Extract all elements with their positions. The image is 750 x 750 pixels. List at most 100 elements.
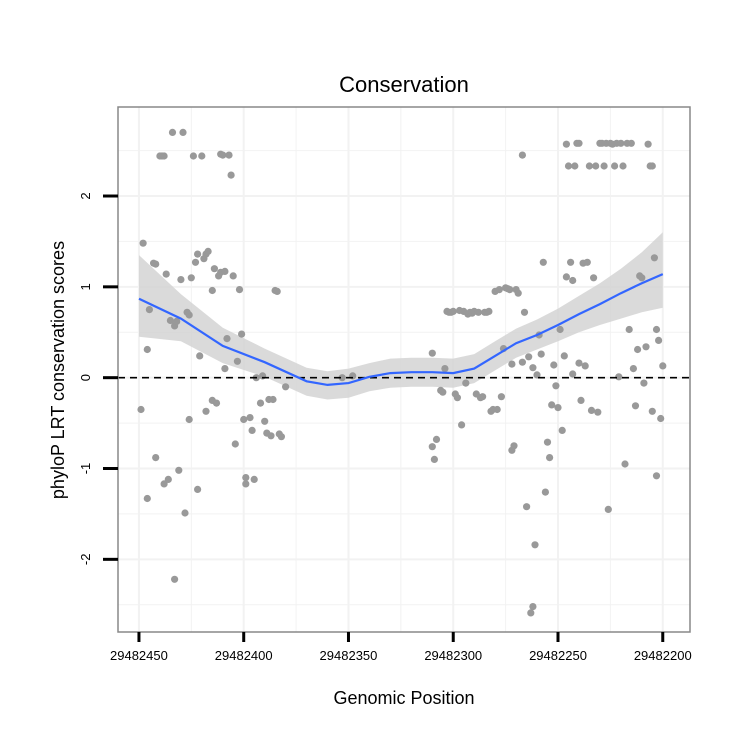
data-point [181, 509, 189, 517]
data-point [137, 405, 145, 414]
data-point [510, 442, 518, 450]
data-point [338, 374, 346, 382]
data-point [541, 488, 550, 496]
data-point [227, 171, 235, 179]
data-point [246, 414, 254, 422]
data-point [533, 371, 541, 379]
data-point [583, 258, 591, 266]
data-point [162, 270, 170, 278]
data-point [531, 541, 539, 549]
data-point [659, 362, 667, 370]
data-point [143, 345, 151, 354]
data-point [548, 401, 556, 409]
data-point [479, 393, 487, 401]
data-point [164, 475, 172, 483]
x-axis: 29482450 29482400 29482350 29482300 29482250… [110, 632, 692, 663]
data-point [650, 254, 659, 262]
data-point [231, 440, 239, 448]
data-point [575, 139, 583, 147]
data-point [160, 152, 168, 160]
data-point [562, 273, 571, 281]
data-point [625, 325, 633, 334]
data-point [194, 250, 202, 258]
x-tick-label: 29482400 [215, 648, 273, 663]
data-point [634, 345, 642, 354]
smooth-line-layer [138, 273, 664, 387]
data-point [152, 260, 160, 268]
data-point [523, 503, 531, 511]
data-point [552, 382, 560, 390]
data-point [571, 162, 579, 170]
data-point [642, 343, 650, 351]
data-point [441, 365, 449, 373]
data-point [485, 307, 493, 315]
data-point [546, 454, 554, 462]
data-point [208, 286, 216, 295]
data-point [550, 361, 558, 369]
data-point [449, 307, 457, 315]
data-point [179, 128, 187, 136]
data-point [617, 139, 625, 147]
confidence-ribbon-layer [139, 232, 663, 400]
data-point [587, 406, 596, 414]
data-point [525, 353, 533, 361]
data-point [240, 415, 248, 424]
data-point [152, 454, 160, 462]
data-point [196, 352, 204, 360]
data-point [556, 325, 564, 334]
data-point [185, 311, 193, 319]
x-tick-label: 29482350 [320, 648, 378, 663]
data-point [529, 364, 537, 372]
y-axis: -2 -1 0 1 2 [78, 192, 118, 565]
data-point [145, 306, 153, 314]
data-point [506, 286, 514, 294]
y-tick-label: 2 [78, 192, 93, 199]
data-point [166, 316, 174, 325]
data-point [652, 325, 661, 334]
y-tick-label: 1 [78, 283, 93, 290]
data-point [277, 433, 285, 441]
data-point [621, 460, 629, 468]
data-point [508, 360, 516, 368]
x-tick-label: 29482300 [424, 648, 482, 663]
x-tick-label: 29482200 [634, 648, 692, 663]
data-point [514, 289, 522, 297]
data-point [562, 140, 571, 148]
data-point [493, 405, 501, 414]
data-point [638, 274, 646, 282]
y-tick-label: -1 [78, 463, 93, 475]
y-tick-label: -2 [78, 554, 93, 566]
data-point [198, 152, 206, 160]
data-point [282, 383, 290, 391]
data-point [629, 365, 638, 373]
x-tick-label: 29482250 [529, 648, 587, 663]
data-point [527, 609, 535, 617]
data-point [160, 480, 168, 488]
smooth-fit-line [138, 273, 664, 387]
data-point [430, 455, 438, 463]
chart-title: Conservation [339, 72, 469, 97]
data-point [189, 152, 197, 160]
y-axis-title: phyloP LRT conservation scores [48, 241, 68, 499]
data-point [615, 373, 623, 381]
data-point [462, 379, 470, 387]
x-tick-label: 29482450 [110, 648, 168, 663]
data-point [250, 475, 258, 483]
data-point [185, 415, 193, 424]
data-point [256, 399, 265, 407]
data-point [235, 286, 244, 294]
data-point [537, 350, 545, 358]
confidence-ribbon [139, 232, 663, 400]
data-point [558, 426, 566, 434]
data-point [575, 359, 583, 367]
data-point [648, 407, 656, 415]
data-point [173, 317, 181, 325]
data-point [210, 265, 218, 273]
data-point [592, 162, 600, 170]
panel-border [117, 106, 691, 633]
data-point [202, 407, 210, 415]
data-point [600, 162, 608, 170]
data-point [518, 358, 527, 366]
data-point [267, 432, 275, 440]
data-point [611, 162, 619, 170]
